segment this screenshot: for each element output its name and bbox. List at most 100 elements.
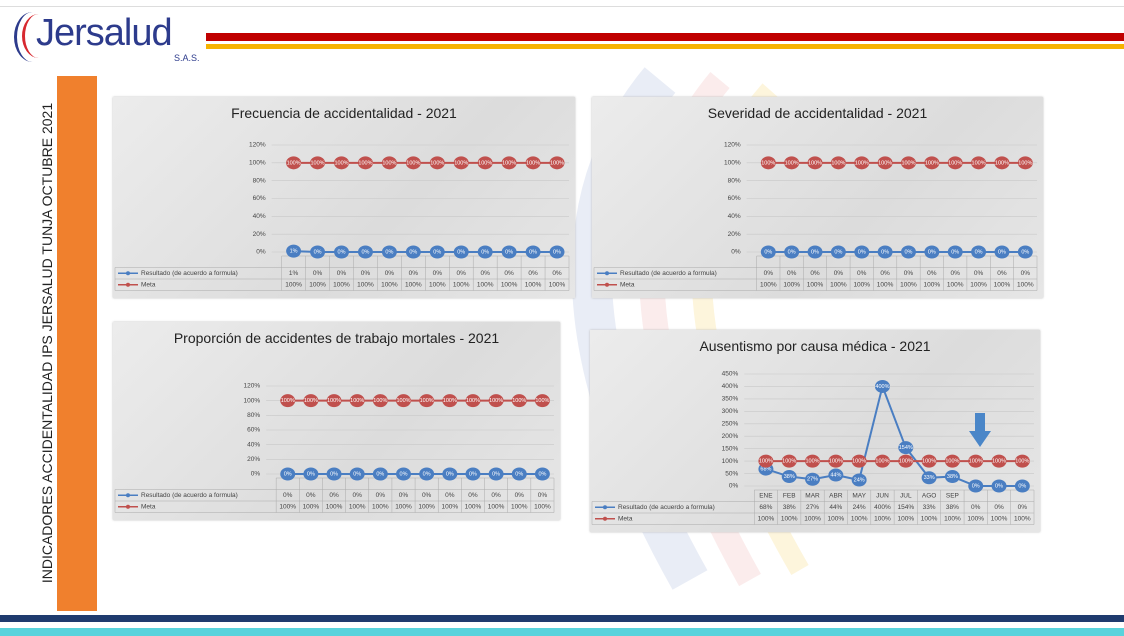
y-tick-label: 80% [253,177,266,184]
y-tick-label: 60% [728,195,741,202]
data-point [1014,454,1030,468]
data-point [877,245,893,259]
header-band-red [206,33,1124,41]
legend-swatch-marker [605,282,609,287]
data-point [805,472,821,486]
table-cell: 100% [877,281,894,288]
table-cell: 0% [385,270,395,277]
data-point [488,467,504,481]
table-cell: 0% [515,492,525,499]
data-point [501,156,517,170]
y-tick-label: 40% [253,213,266,220]
data-label: 0% [353,471,361,477]
x-tick-label: FEB [783,492,796,499]
data-label: 0% [423,471,431,477]
data-point [971,156,987,170]
data-point [357,156,373,170]
data-label: 0% [515,471,523,477]
data-label: 0% [409,249,417,255]
data-label: 100% [875,459,889,465]
data-point [805,454,821,468]
table-cell: 100% [525,281,542,288]
data-label: 100% [831,160,845,166]
data-point [357,245,373,259]
table-cell: 100% [874,515,891,522]
legend-label: Resultado (de acuerdo a formula) [141,270,238,277]
table-cell: 0% [904,270,914,277]
data-point [303,394,319,408]
legend-swatch-marker [126,282,130,287]
chart: Ausentismo por causa médica - 2021 0% 50% 1… [590,330,1040,532]
table-cell: 100% [303,503,320,510]
data-label: 0% [553,249,561,255]
table-cell: 0% [409,270,419,277]
data-label: 100% [855,160,869,166]
data-label: 0% [446,471,454,477]
table-cell: 100% [828,515,845,522]
chart-svg: 0% 20% 40% 60% 80% 100% 120% Resultado (de acue… [593,142,1038,291]
y-tick-label: 80% [728,177,741,184]
legend-label: Meta [620,281,635,288]
y-tick-label: 100% [722,458,739,465]
data-point [784,245,800,259]
data-label: 100% [327,398,341,404]
data-label: 100% [430,160,444,166]
data-point [334,156,349,170]
data-label: 38% [947,474,958,480]
table-cell: 100% [991,515,1008,522]
y-tick-label: 120% [724,142,741,149]
data-label: 100% [512,398,526,404]
y-tick-label: 120% [244,383,261,390]
table-cell: 100% [357,281,374,288]
y-tick-label: 450% [722,371,739,378]
side-bar [57,76,97,611]
table-cell: 100% [285,281,302,288]
data-label: 0% [975,249,983,255]
chart-title: Frecuencia de accidentalidad - 2021 [231,105,457,121]
data-point [968,454,984,468]
table-cell: 1% [289,270,299,277]
data-point [280,467,296,481]
data-point [921,471,937,485]
data-label: 24% [854,477,865,483]
y-tick-label: 300% [722,408,739,415]
data-label: 0% [338,249,346,255]
x-tick-label: MAY [852,492,866,499]
data-label: 0% [811,249,819,255]
legend-label: Resultado (de acuerdo a formula) [618,504,715,511]
header-band-yellow [206,44,1124,49]
data-point [944,470,960,484]
data-label: 0% [505,249,513,255]
data-label: 0% [433,249,441,255]
data-point [991,479,1007,493]
y-tick-label: 250% [722,420,739,427]
y-tick-label: 100% [724,160,741,167]
data-point [854,245,870,259]
data-label: 0% [995,483,1003,489]
data-label: 100% [406,160,420,166]
y-tick-label: 60% [253,195,266,202]
data-point [854,156,870,170]
table-cell: 27% [806,504,819,511]
data-label: 100% [420,398,434,404]
data-label: 100% [805,459,819,465]
data-label: 0% [764,249,772,255]
table-cell: 100% [853,281,870,288]
data-point [851,473,867,487]
data-label: 0% [314,249,322,255]
table-cell: 0% [457,270,467,277]
x-tick-label: AGO [922,492,936,499]
y-tick-label: 20% [247,456,260,463]
table-cell: 38% [946,504,959,511]
table-cell: 0% [971,504,981,511]
data-point [874,379,890,393]
data-label: 100% [550,160,564,166]
data-point [898,454,914,468]
data-point [534,394,550,408]
table-cell: 100% [781,515,798,522]
footer-band-cyan [0,628,1124,636]
data-point [807,156,823,170]
table-cell: 0% [787,270,797,277]
table-cell: 0% [491,492,501,499]
table-cell: 0% [997,270,1007,277]
